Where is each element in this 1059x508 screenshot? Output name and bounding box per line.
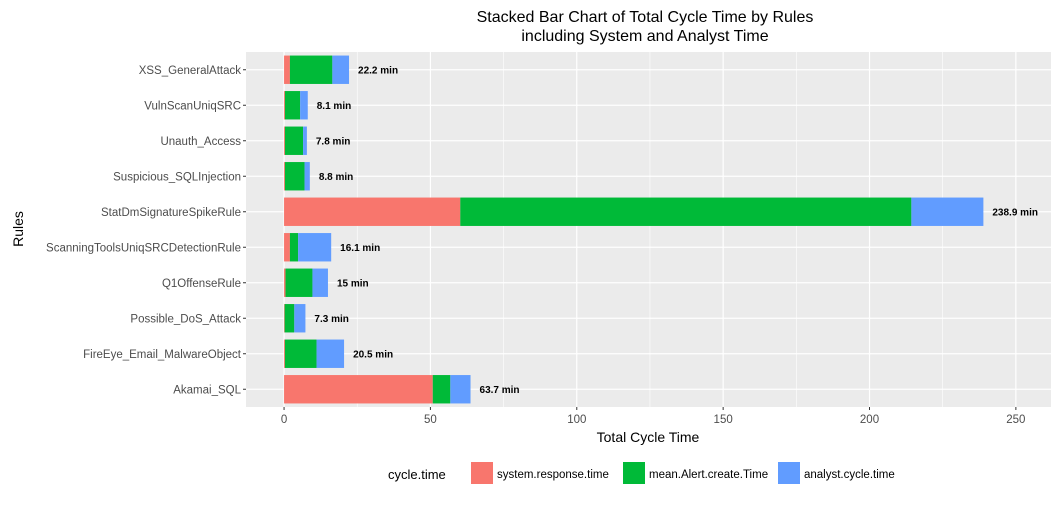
- bar-segment: [284, 126, 285, 155]
- bar-segment: [284, 304, 285, 333]
- bar-segment: [294, 304, 306, 333]
- bar-segment: [284, 162, 285, 191]
- bar-segment: [284, 268, 286, 297]
- bar-segment: [284, 197, 461, 226]
- y-tick-label: XSS_GeneralAttack: [139, 65, 242, 77]
- x-tick-label: 250: [1006, 414, 1025, 426]
- bar-segment: [284, 162, 305, 191]
- bar-segment: [450, 375, 471, 404]
- bar-segment: [284, 304, 295, 333]
- y-tick-label: Suspicious_SQLInjection: [113, 171, 241, 183]
- y-tick-label: Possible_DoS_Attack: [130, 313, 241, 325]
- bar-segment: [289, 233, 299, 262]
- data-label: 238.9 min: [992, 207, 1038, 218]
- data-label: 22.2 min: [358, 65, 398, 76]
- data-label: 8.8 min: [319, 172, 353, 183]
- bar-segment: [284, 339, 285, 368]
- y-tick-label: ScanningToolsUniqSRCDetectionRule: [46, 242, 241, 254]
- bar-segment: [289, 55, 333, 84]
- grid-major: [246, 52, 1051, 407]
- legend: cycle.time system.response.time mean.Ale…: [388, 462, 895, 484]
- grid-minor: [356, 52, 943, 407]
- y-tick-label: Akamai_SQL: [173, 384, 241, 396]
- bar-segment: [316, 339, 345, 368]
- bar-segment: [284, 375, 433, 404]
- y-axis-ticks: XSS_GeneralAttack VulnScanUniqSRC Unauth_A…: [46, 65, 246, 396]
- bar-segment: [911, 197, 984, 226]
- bar-segment: [284, 91, 301, 120]
- bar-segment: [284, 126, 304, 155]
- bars: [284, 55, 984, 404]
- chart-title-line1: Stacked Bar Chart of Total Cycle Time by…: [477, 9, 814, 26]
- x-axis-title: Total Cycle Time: [597, 429, 700, 445]
- legend-key-analyst-cycle-time: [778, 462, 800, 484]
- legend-key-mean-alert-create-time: [623, 462, 645, 484]
- legend-key-system-response-time: [471, 462, 493, 484]
- legend-title: cycle.time: [388, 467, 446, 482]
- bar-segment: [303, 126, 307, 155]
- bar-segment: [304, 162, 310, 191]
- y-tick-label: VulnScanUniqSRC: [144, 100, 241, 112]
- data-label: 7.3 min: [314, 314, 348, 325]
- bar-segment: [284, 91, 285, 120]
- bar-segment: [284, 339, 317, 368]
- bar-segment: [284, 233, 290, 262]
- bar-segment: [432, 375, 451, 404]
- x-tick-label: 150: [714, 414, 733, 426]
- x-tick-label: 50: [424, 414, 437, 426]
- bar-segment: [460, 197, 912, 226]
- chart-title-line2: including System and Analyst Time: [521, 28, 768, 45]
- bar-segment: [298, 233, 332, 262]
- x-tick-label: 100: [567, 414, 586, 426]
- legend-label-analyst-cycle-time: analyst.cycle.time: [804, 469, 895, 481]
- y-axis-title: Rules: [10, 211, 26, 247]
- bar-segment: [332, 55, 350, 84]
- x-tick-label: 200: [860, 414, 879, 426]
- data-label: 16.1 min: [340, 243, 380, 254]
- y-tick-label: StatDmSignatureSpikeRule: [101, 207, 241, 219]
- legend-label-system-response-time: system.response.time: [497, 469, 609, 481]
- bar-segment: [312, 268, 328, 297]
- legend-label-mean-alert-create-time: mean.Alert.create.Time: [649, 469, 768, 481]
- bar-segment: [284, 55, 290, 84]
- data-label: 8.1 min: [317, 101, 351, 112]
- bar-segment: [285, 268, 313, 297]
- y-tick-label: Q1OffenseRule: [162, 278, 241, 290]
- data-labels: 22.2 min 8.1 min 7.8 min 8.8 min 238.9 min 16…: [314, 65, 1038, 396]
- plot-panel: [246, 52, 1051, 407]
- y-tick-label: Unauth_Access: [160, 136, 241, 148]
- data-label: 7.8 min: [316, 136, 350, 147]
- data-label: 15 min: [337, 278, 369, 289]
- x-axis-ticks: 0 50 100 150 200 250: [281, 407, 1025, 426]
- x-tick-label: 0: [281, 414, 287, 426]
- data-label: 63.7 min: [480, 385, 520, 396]
- y-tick-label: FireEye_Email_MalwareObject: [83, 349, 242, 361]
- data-label: 20.5 min: [353, 349, 393, 360]
- bar-segment: [300, 91, 308, 120]
